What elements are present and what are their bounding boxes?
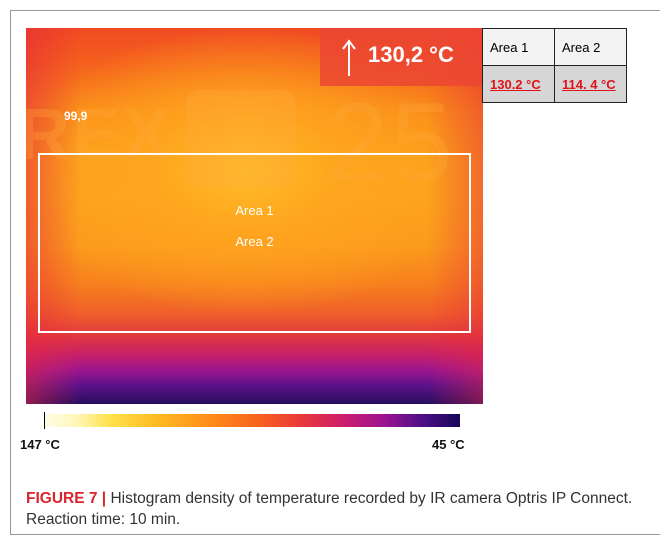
caption-text: Histogram density of temperature recorde…: [26, 490, 633, 528]
color-scale-tick: [44, 412, 45, 429]
watermark-text-left: REX: [26, 95, 173, 175]
area-2-label: Area 2: [235, 234, 274, 249]
thermal-image: REX 25 130,2 °C 99,9 Area 1 Area 2: [26, 28, 483, 404]
table-value-area-2: 114. 4 °C: [554, 65, 627, 103]
table-header-row: Area 1 Area 2: [482, 28, 627, 66]
measurement-area-box: Area 1 Area 2: [38, 153, 471, 333]
figure-frame: [10, 10, 660, 535]
arrow-up-icon: [342, 39, 356, 76]
color-scale-max-label: 45 °C: [432, 437, 465, 452]
max-temperature-value: 130,2 °C: [368, 42, 454, 67]
figure-caption: FIGURE 7 | Histogram density of temperat…: [26, 488, 646, 530]
max-temperature-badge: 130,2 °C: [320, 28, 483, 86]
table-header-area-2: Area 2: [554, 28, 627, 66]
temperature-table: Area 1 Area 2 130.2 °C 114. 4 °C: [482, 28, 627, 103]
color-scale-bar: [44, 414, 460, 427]
watermark-shape: [186, 90, 296, 188]
table-header-area-1: Area 1: [482, 28, 555, 66]
table-value-area-1: 130.2 °C: [482, 65, 555, 103]
area-1-label: Area 1: [235, 203, 274, 218]
figure-number: FIGURE 7 |: [26, 490, 107, 507]
table-row: 130.2 °C 114. 4 °C: [482, 65, 627, 103]
color-scale-min-label: 147 °C: [20, 437, 60, 452]
corner-value: 99,9: [64, 109, 88, 123]
watermark-text-right: 25: [326, 80, 455, 205]
